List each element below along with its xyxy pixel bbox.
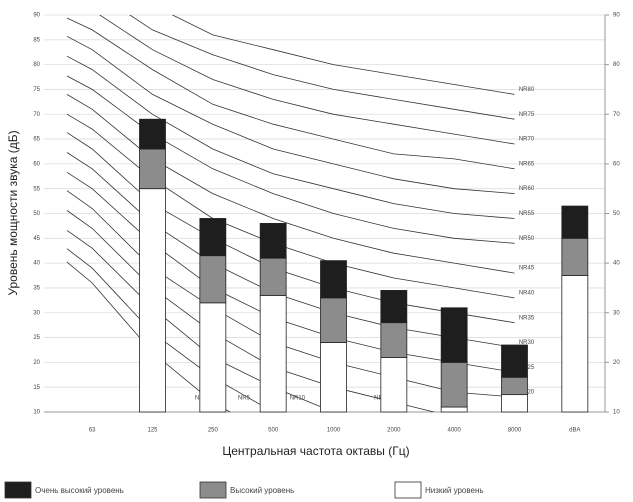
- x-tick-label: dBA: [569, 428, 580, 434]
- bar-segment: [501, 376, 528, 396]
- y-tick-label: 30: [33, 310, 40, 316]
- nr-curve: [66, 55, 515, 219]
- legend-label: Низкий уровень: [425, 486, 484, 495]
- y-tick-label: 85: [33, 37, 40, 43]
- bar-segment: [139, 118, 166, 150]
- nr-curve: [66, 17, 515, 170]
- bar-segment: [561, 237, 589, 276]
- y2-tick-label: 30: [613, 310, 620, 316]
- y-axis-title: Уровень мощности звука (дБ): [6, 130, 20, 295]
- y-tick-label: 40: [33, 261, 40, 267]
- y-tick-label: 50: [33, 211, 40, 217]
- legend-label: Очень высокий уровень: [35, 486, 124, 495]
- bar-segment: [199, 218, 227, 257]
- x-tick-label: 1000: [327, 428, 341, 434]
- legend-label: Высокий уровень: [230, 486, 294, 495]
- x-tick-label: 125: [147, 428, 158, 434]
- bar-segment: [139, 188, 166, 413]
- y-tick-label: 25: [33, 335, 40, 341]
- bar-segment: [139, 148, 166, 190]
- y-tick-label: 15: [33, 385, 40, 391]
- legend-swatch: [199, 481, 227, 499]
- x-axis-title: Центральная частота октавы (Гц): [222, 444, 409, 458]
- nr-curve: [66, 75, 515, 244]
- curve-label: NR75: [519, 112, 535, 118]
- x-tick-label: 4000: [447, 428, 461, 434]
- x-tick-label: 63: [89, 428, 96, 434]
- nr-curve: [129, 15, 515, 120]
- bar-segment: [259, 257, 287, 296]
- curve-label: NR30: [519, 340, 535, 346]
- y-tick-label: 55: [33, 186, 40, 192]
- bar-segment: [561, 205, 589, 239]
- curve-label: NR40: [519, 290, 535, 296]
- bar-segment: [320, 260, 347, 299]
- nr-curve: [66, 113, 515, 299]
- x-tick-label: 500: [268, 428, 279, 434]
- x-tick-label: 250: [208, 428, 219, 434]
- bar-segment: [561, 275, 589, 413]
- bar-segment: [380, 290, 408, 324]
- plot-area: [66, 15, 515, 412]
- bar-segment: [501, 394, 528, 413]
- bar-segment: [199, 302, 227, 413]
- bar-segment: [199, 255, 227, 304]
- y-tick-label: 65: [33, 137, 40, 143]
- y-tick-label: 60: [33, 161, 40, 167]
- nr-curve: [66, 132, 515, 324]
- y-tick-label: 75: [33, 87, 40, 93]
- y-tick-label: 20: [33, 360, 40, 366]
- y-tick-label: 70: [33, 112, 40, 118]
- nr-curve: [99, 15, 515, 145]
- bar-segment: [320, 342, 347, 413]
- bar-segment: [380, 322, 408, 358]
- y2-tick-label: 80: [613, 62, 620, 68]
- curve-label: NR50: [519, 236, 535, 242]
- curve-label: NR55: [519, 211, 535, 217]
- y-tick-label: 45: [33, 236, 40, 242]
- nr-curve: [171, 15, 515, 95]
- nr-curve: [66, 35, 515, 194]
- y-tick-label: 90: [33, 13, 40, 19]
- bar-segment: [259, 223, 287, 259]
- bar-segment: [501, 344, 528, 378]
- y-tick-label: 10: [33, 410, 40, 416]
- curve-label: NR80: [519, 87, 535, 93]
- y2-tick-label: 20: [613, 360, 620, 366]
- y2-tick-label: 50: [613, 211, 620, 217]
- bar-segment: [380, 357, 408, 413]
- nr-curve: [66, 248, 275, 412]
- bar-segment: [259, 294, 287, 413]
- bar-segment: [440, 406, 468, 413]
- x-tick-label: 8000: [508, 428, 522, 434]
- y2-tick-label: 60: [613, 161, 620, 167]
- bar-segment: [440, 307, 468, 363]
- nr-curve: [66, 261, 231, 412]
- y2-tick-label: 90: [613, 13, 620, 19]
- nr-curve: [66, 94, 515, 274]
- y2-tick-label: 70: [613, 112, 620, 118]
- x-tick-label: 2000: [387, 428, 401, 434]
- curve-label: NR35: [519, 315, 535, 321]
- legend-swatch: [394, 481, 422, 499]
- bar-segment: [440, 361, 468, 408]
- legend-swatch: [4, 481, 32, 499]
- curve-label: NR45: [519, 266, 535, 272]
- curve-label: NR65: [519, 161, 535, 167]
- curve-label: NR60: [519, 186, 535, 192]
- curve-label: NR10: [290, 396, 306, 402]
- bar-segment: [320, 297, 347, 343]
- curve-label: NR70: [519, 137, 535, 143]
- curve-label: NR5: [238, 396, 251, 402]
- y-tick-label: 35: [33, 286, 40, 292]
- y2-tick-label: 10: [613, 410, 620, 416]
- y2-tick-label: 40: [613, 261, 620, 267]
- y-tick-label: 80: [33, 62, 40, 68]
